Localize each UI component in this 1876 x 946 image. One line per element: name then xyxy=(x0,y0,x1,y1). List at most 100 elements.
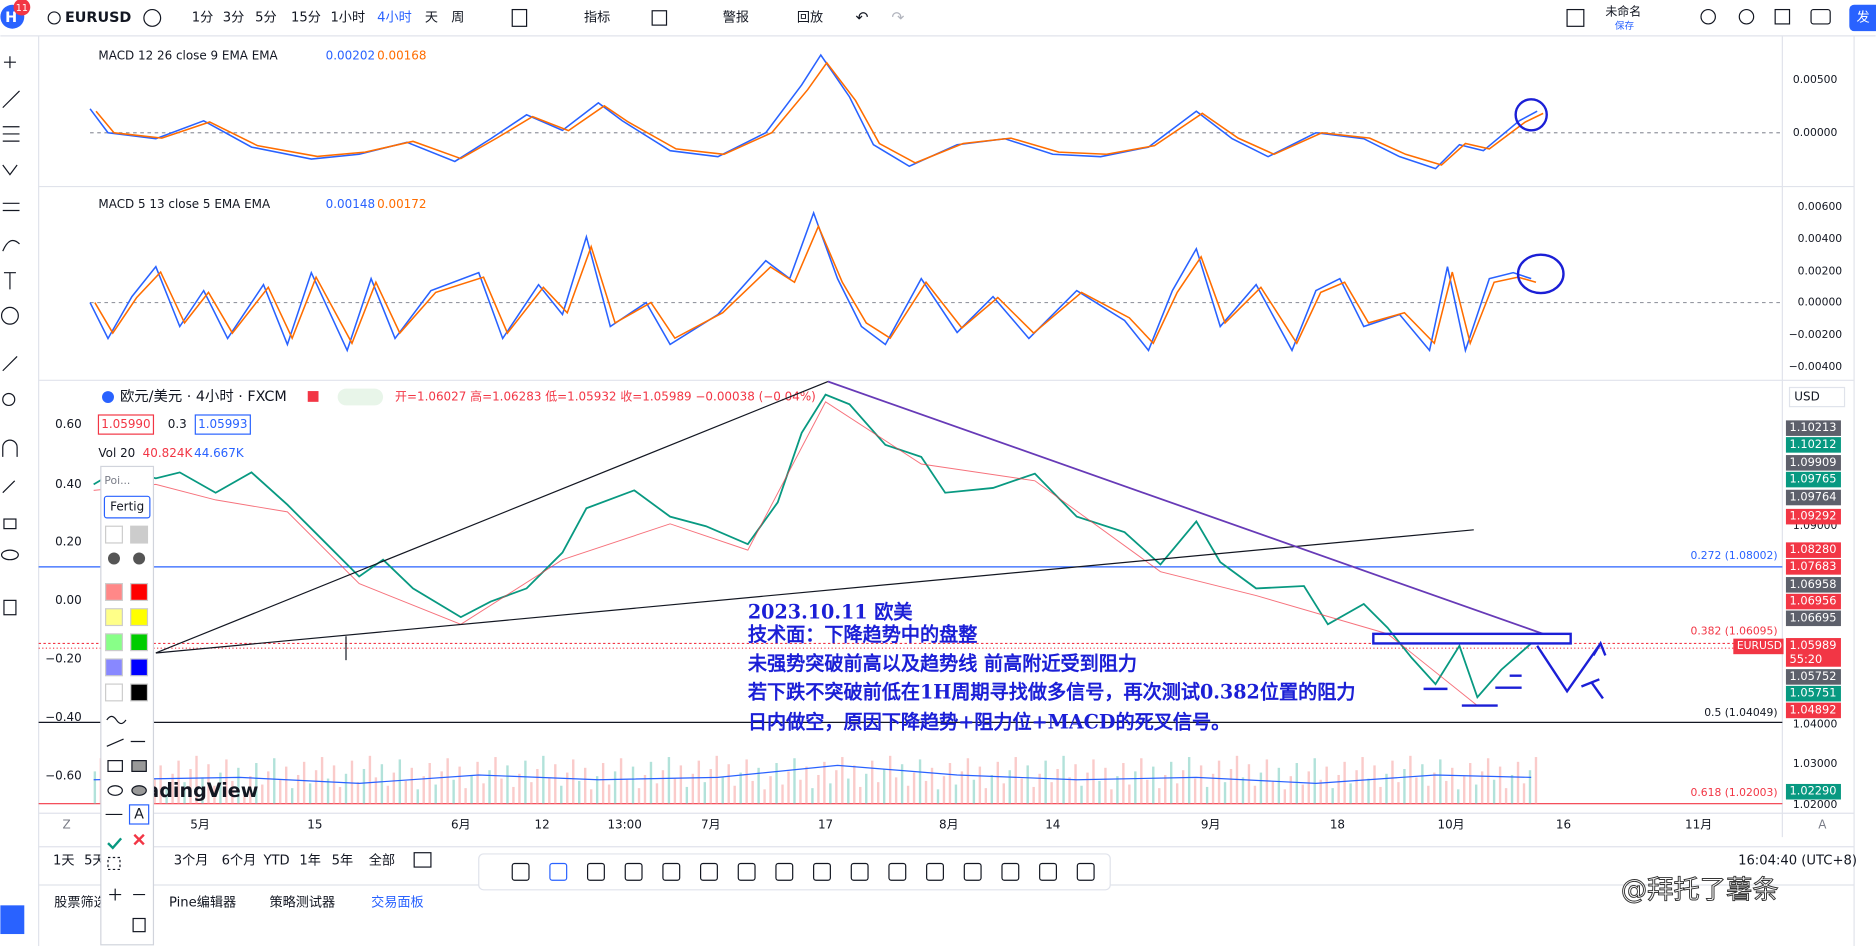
emoji-tool[interactable] xyxy=(0,306,19,325)
lock-drawing[interactable] xyxy=(2,480,16,494)
color-swatch[interactable] xyxy=(105,583,123,601)
range-button[interactable]: 1年 xyxy=(299,853,321,869)
interval[interactable]: 15分 xyxy=(291,9,321,25)
drawing-tool[interactable] xyxy=(737,862,756,881)
drawing-tool[interactable] xyxy=(926,862,944,881)
search-icon[interactable] xyxy=(47,11,61,25)
settings-icon[interactable] xyxy=(1738,8,1755,25)
tool[interactable] xyxy=(106,715,127,725)
add-symbol[interactable] xyxy=(143,8,162,27)
color-swatch[interactable] xyxy=(105,658,123,677)
drawing-tool[interactable] xyxy=(963,862,982,881)
interval[interactable]: 4小时 xyxy=(377,9,412,25)
fib-tool[interactable] xyxy=(2,126,20,142)
color-swatch[interactable] xyxy=(105,608,123,627)
color-swatch[interactable] xyxy=(130,683,149,702)
tool[interactable] xyxy=(107,760,123,772)
tool[interactable] xyxy=(128,804,150,825)
confirm[interactable] xyxy=(107,837,123,850)
interval[interactable]: 3分 xyxy=(223,9,245,25)
range-button[interactable]: YTD xyxy=(262,854,289,869)
tool[interactable] xyxy=(132,917,146,933)
sell-box[interactable] xyxy=(97,414,155,435)
search-icon[interactable] xyxy=(1700,8,1716,25)
save[interactable]: 保存 xyxy=(1615,20,1635,32)
tool[interactable] xyxy=(107,785,123,796)
alert[interactable]: 警报 xyxy=(723,9,749,25)
magnet-tool[interactable] xyxy=(2,439,18,457)
interval[interactable]: 1分 xyxy=(192,9,214,25)
drawing-tool[interactable] xyxy=(662,862,681,881)
layout-icon[interactable] xyxy=(1566,8,1585,27)
templates-icon[interactable] xyxy=(651,10,668,26)
tool[interactable] xyxy=(109,888,146,901)
projection-tool[interactable] xyxy=(2,202,20,212)
visibility-tool[interactable] xyxy=(0,549,19,561)
range-button[interactable]: 6个月 xyxy=(222,853,257,869)
range-button[interactable]: 5年 xyxy=(332,853,354,869)
interval[interactable]: 周 xyxy=(451,10,464,25)
favorites-button[interactable] xyxy=(0,905,25,935)
chart-type-icon[interactable] xyxy=(511,8,528,27)
range-button[interactable]: 全部 xyxy=(369,852,395,869)
interval[interactable]: 5分 xyxy=(255,9,277,25)
cancel[interactable] xyxy=(133,833,145,846)
buy-box[interactable] xyxy=(194,414,251,435)
color-swatch[interactable] xyxy=(130,608,149,627)
axis-a[interactable]: A xyxy=(1818,818,1827,832)
range-button[interactable]: 3个月 xyxy=(174,853,209,869)
layout-name[interactable]: 未命名 xyxy=(1605,3,1641,18)
tool[interactable] xyxy=(106,738,146,747)
undo[interactable]: ↶ xyxy=(855,8,868,26)
tool[interactable] xyxy=(131,785,147,796)
color-swatch[interactable] xyxy=(133,552,146,565)
color-swatch[interactable] xyxy=(105,633,123,652)
range-button[interactable]: 5天 xyxy=(84,854,106,869)
tool[interactable] xyxy=(107,856,121,871)
trendline-tool[interactable] xyxy=(2,90,20,109)
drawing-tool[interactable] xyxy=(1039,862,1057,881)
date-range-icon[interactable] xyxy=(413,852,432,868)
drawing-tool[interactable] xyxy=(1076,862,1095,881)
drawing-tool[interactable] xyxy=(850,862,869,881)
axis-z[interactable]: Z xyxy=(63,818,71,832)
trash-tool[interactable] xyxy=(3,599,17,616)
lock-tool[interactable] xyxy=(3,518,17,530)
tool[interactable] xyxy=(131,760,147,772)
indicators[interactable]: 指标 xyxy=(584,9,610,25)
color-swatch[interactable] xyxy=(108,552,120,565)
zoom-tool[interactable] xyxy=(2,392,16,407)
drawing-tool[interactable] xyxy=(700,862,718,881)
panel-tab[interactable]: Pine编辑器 xyxy=(169,894,236,910)
fullscreen-icon[interactable] xyxy=(1774,8,1791,25)
crosshair-tool[interactable] xyxy=(3,56,16,69)
drawing-tool[interactable] xyxy=(586,862,605,881)
color-swatch[interactable] xyxy=(130,633,149,652)
color-swatch[interactable] xyxy=(130,583,149,601)
drawing-tool[interactable] xyxy=(624,862,643,881)
drawing-tool[interactable] xyxy=(775,862,794,881)
brush-tool[interactable] xyxy=(2,239,20,252)
color-swatch[interactable] xyxy=(105,525,123,544)
currency-select[interactable] xyxy=(1788,386,1846,408)
text-tool[interactable] xyxy=(3,272,16,290)
flag[interactable] xyxy=(307,391,319,402)
drawing-tool[interactable] xyxy=(813,862,831,881)
symbol[interactable]: EURUSD xyxy=(65,10,131,26)
panel-tab[interactable]: 交易面板 xyxy=(371,893,424,910)
publish-button[interactable] xyxy=(1849,4,1876,32)
done-button[interactable] xyxy=(103,495,151,519)
drawing-tool[interactable] xyxy=(549,862,568,881)
color-swatch[interactable] xyxy=(105,683,123,702)
drawing-tool[interactable] xyxy=(511,862,530,881)
replay[interactable]: 回放 xyxy=(797,9,823,25)
interval[interactable]: 天 xyxy=(425,10,438,25)
pattern-tool[interactable] xyxy=(2,164,18,176)
color-swatch[interactable] xyxy=(130,525,149,544)
snapshot-icon[interactable] xyxy=(1810,8,1831,25)
text-tool[interactable]: A xyxy=(134,806,144,822)
drawing-tool[interactable] xyxy=(1001,862,1020,881)
drawing-tool[interactable] xyxy=(888,862,907,881)
color-swatch[interactable] xyxy=(130,658,149,677)
redo[interactable]: ↷ xyxy=(891,8,904,26)
